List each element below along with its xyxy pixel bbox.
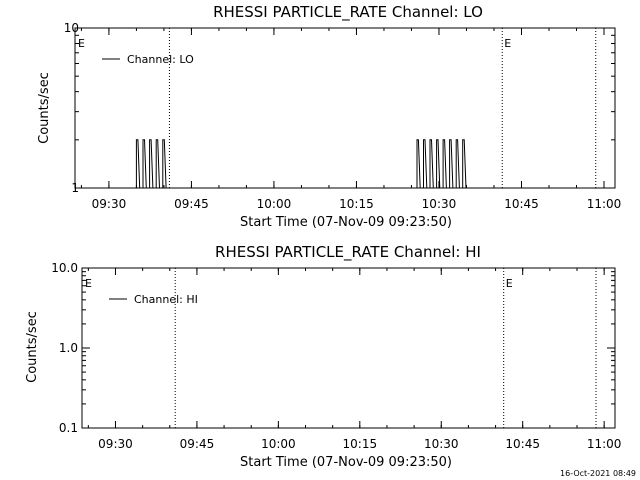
x-tick-label: 09:30 [92,197,127,211]
event-marker-label: E [85,277,92,290]
x-tick-label: 10:00 [261,437,296,451]
x-tick-label: 09:45 [180,437,215,451]
chart-title-hi: RHESSI PARTICLE_RATE Channel: HI [215,243,481,262]
event-marker-label: E [504,37,511,50]
y-axis-label-lo: Counts/sec [37,72,52,144]
x-tick-label: 10:00 [257,197,292,211]
plot-frame [81,267,616,429]
series-burst-line [135,139,170,189]
x-tick-label: 10:45 [504,197,539,211]
y-axis-label-hi: Counts/sec [25,311,40,383]
legend-label: Channel: HI [134,293,198,306]
y-tick-label: 10 [64,21,79,35]
x-tick-label: 09:45 [174,197,209,211]
plot-area-hi: E E 09:30 09:45 10:00 10:15 10:30 10:45 11:00 0.1… [51,261,621,451]
x-tick-label: 11:00 [587,437,622,451]
chart-title-lo: RHESSI PARTICLE_RATE Channel: LO [213,3,483,22]
legend-label: Channel: LO [127,53,194,66]
x-tick-label: 10:30 [422,197,457,211]
y-tick-label: 0.1 [59,421,78,435]
y-tick-label: 10.0 [51,261,78,275]
x-tick-label: 10:15 [339,197,374,211]
x-tick-label: 09:30 [98,437,133,451]
chart-panel-hi: RHESSI PARTICLE_RATE Channel: HI Counts/… [25,243,621,470]
plot-area-lo: E E 09:30 09:45 10:00 10:15 10:30 10:45 11:00 1 10… [64,21,622,211]
y-tick-label: 1.0 [59,341,78,355]
event-marker-label: E [78,37,85,50]
x-axis-label-lo: Start Time (07-Nov-09 09:23:50) [240,215,452,230]
footer-timestamp: 16-Oct-2021 08:49 [560,469,636,478]
x-tick-label: 10:45 [505,437,540,451]
x-axis-label-hi: Start Time (07-Nov-09 09:23:50) [240,455,452,470]
y-tick-label: 1 [71,181,79,195]
x-tick-label: 10:15 [343,437,378,451]
series-burst-line [416,139,470,189]
x-tick-label: 11:00 [587,197,622,211]
x-tick-label: 10:30 [424,437,459,451]
plot-frame [74,27,616,189]
event-marker-label: E [506,277,513,290]
chart-panel-lo: RHESSI PARTICLE_RATE Channel: LO Counts/… [37,3,621,230]
